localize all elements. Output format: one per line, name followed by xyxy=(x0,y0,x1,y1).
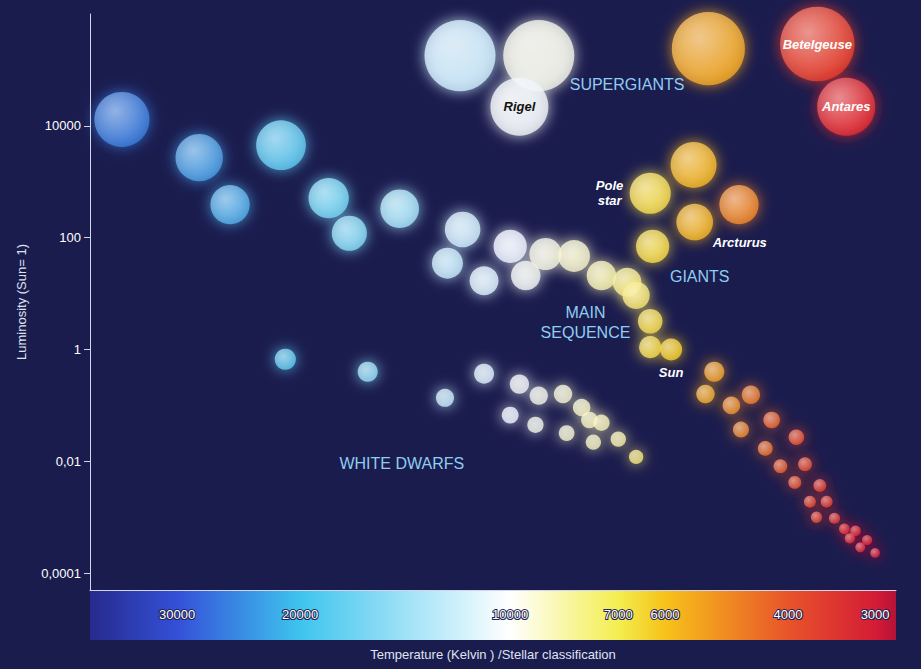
svg-text:30000: 30000 xyxy=(159,607,195,622)
svg-text:SEQUENCE: SEQUENCE xyxy=(541,324,631,341)
svg-text:6000: 6000 xyxy=(651,607,680,622)
svg-text:1: 1 xyxy=(74,342,81,357)
svg-text:7000: 7000 xyxy=(604,607,633,622)
svg-text:Temperature (Kelvin ) /Stellar: Temperature (Kelvin ) /Stellar classific… xyxy=(370,647,616,662)
svg-text:3000: 3000 xyxy=(861,607,890,622)
svg-text:4000: 4000 xyxy=(773,607,802,622)
svg-text:Sun: Sun xyxy=(659,365,684,380)
svg-text:WHITE DWARFS: WHITE DWARFS xyxy=(339,455,464,472)
svg-text:star: star xyxy=(598,193,623,208)
svg-text:20000: 20000 xyxy=(282,607,318,622)
svg-text:SUPERGIANTS: SUPERGIANTS xyxy=(570,76,685,93)
svg-text:Antares: Antares xyxy=(821,99,870,114)
svg-text:Betelgeuse: Betelgeuse xyxy=(783,37,852,52)
svg-text:Pole: Pole xyxy=(596,178,623,193)
svg-text:100: 100 xyxy=(59,230,81,245)
svg-text:10000: 10000 xyxy=(492,607,528,622)
svg-text:Rigel: Rigel xyxy=(504,99,536,114)
svg-text:0,0001: 0,0001 xyxy=(41,566,81,581)
svg-text:MAIN: MAIN xyxy=(565,304,605,321)
svg-text:GIANTS: GIANTS xyxy=(670,268,730,285)
svg-text:10000: 10000 xyxy=(45,118,81,133)
svg-text:Arcturus: Arcturus xyxy=(712,235,767,250)
svg-text:Luminosity (Sun= 1): Luminosity (Sun= 1) xyxy=(14,244,29,360)
svg-text:0,01: 0,01 xyxy=(56,454,81,469)
